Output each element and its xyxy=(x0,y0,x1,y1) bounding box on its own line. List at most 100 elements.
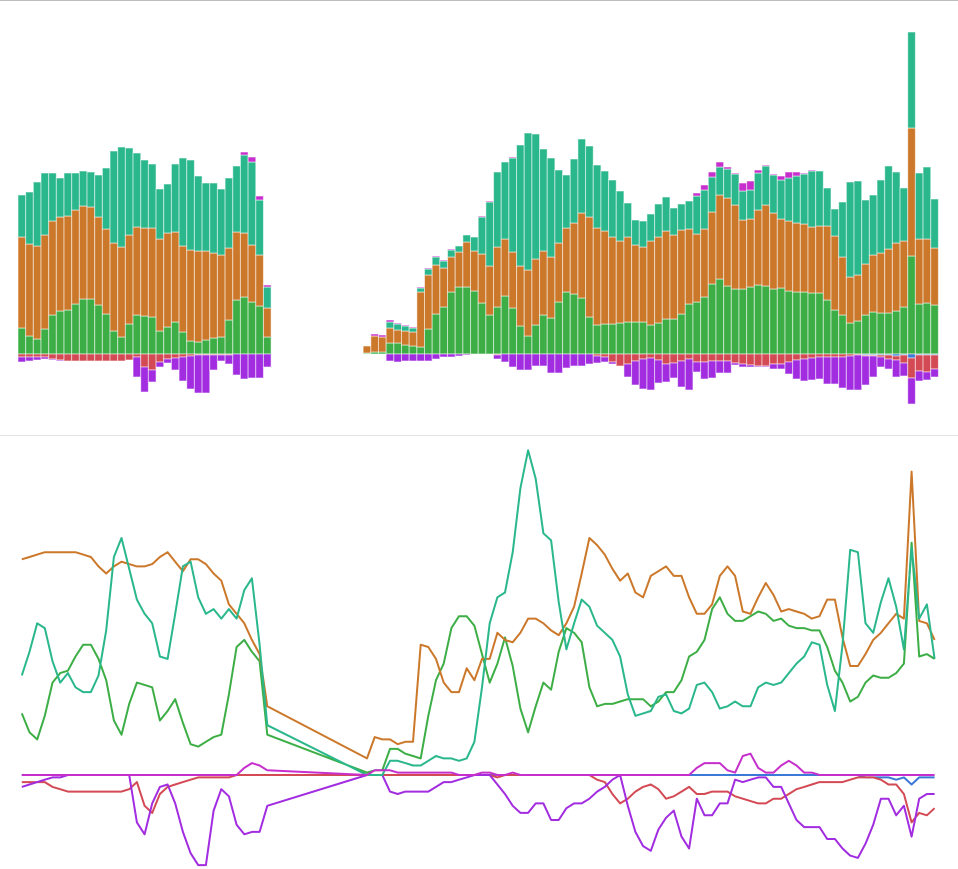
bar-segment xyxy=(109,330,119,355)
bar-segment xyxy=(554,169,564,244)
bar-segment xyxy=(746,180,755,191)
bar-segment xyxy=(853,180,863,276)
bar-segment xyxy=(723,285,732,355)
bar-segment xyxy=(585,145,594,218)
bar-segment xyxy=(462,353,472,356)
bar-segment xyxy=(592,355,602,364)
bar-segment xyxy=(822,356,832,385)
bar-segment xyxy=(94,353,103,362)
bar-segment xyxy=(922,371,932,381)
bar-segment xyxy=(416,353,426,362)
bar-segment xyxy=(730,353,740,364)
bar-segment xyxy=(493,354,502,360)
bar-segment xyxy=(439,353,449,358)
bar-segment xyxy=(117,146,126,248)
bar-segment xyxy=(784,290,794,355)
bar-segment xyxy=(562,353,571,369)
bar-segment xyxy=(669,362,679,379)
bar-segment xyxy=(838,314,847,355)
bar-segment xyxy=(868,311,878,355)
bar-segment xyxy=(40,172,50,236)
bar-segment xyxy=(631,219,640,246)
bar-segment xyxy=(914,238,924,305)
bar-segment xyxy=(247,301,257,355)
bar-segment xyxy=(784,177,794,222)
bar-segment xyxy=(707,176,717,213)
bar-segment xyxy=(569,293,579,355)
bar-segment xyxy=(78,298,88,355)
bar-segment xyxy=(700,296,709,355)
bar-segment xyxy=(170,231,180,323)
bar-segment xyxy=(470,290,479,355)
bar-segment xyxy=(132,226,142,316)
bar-segment xyxy=(692,353,702,363)
series-line xyxy=(21,774,935,867)
bar-segment xyxy=(707,171,717,178)
bar-segment xyxy=(424,267,433,270)
bar-segment xyxy=(201,354,211,394)
bar-segment xyxy=(163,326,172,355)
bar-segment xyxy=(393,323,402,331)
bar-segment xyxy=(239,353,249,380)
bar-segment xyxy=(385,327,395,344)
bar-segment xyxy=(424,353,433,362)
bar-segment xyxy=(48,220,57,316)
series-line xyxy=(21,752,935,776)
bar-segment xyxy=(485,314,495,355)
bar-segment xyxy=(393,342,402,355)
bar-segment xyxy=(853,274,863,322)
bar-segment xyxy=(922,238,932,304)
bar-segment xyxy=(539,250,548,316)
bar-segment xyxy=(216,354,226,362)
bar-segment xyxy=(401,324,410,327)
bar-segment xyxy=(669,353,679,364)
bar-segment xyxy=(884,312,893,355)
bar-segment xyxy=(17,194,27,238)
bar-segment xyxy=(401,353,410,362)
bar-segment xyxy=(63,353,73,362)
bar-segment xyxy=(615,240,625,324)
bar-segment xyxy=(216,188,226,256)
bar-segment xyxy=(738,219,748,290)
bar-segment xyxy=(600,170,610,232)
bar-segment xyxy=(784,220,794,292)
bar-segment xyxy=(684,358,694,391)
bar-segment xyxy=(124,353,134,361)
bar-segment xyxy=(577,297,587,355)
bar-segment xyxy=(807,292,817,355)
bar-segment xyxy=(776,353,786,365)
bar-segment xyxy=(807,170,817,228)
bar-segment xyxy=(155,188,165,240)
bar-segment xyxy=(140,353,149,368)
bar-segment xyxy=(700,189,709,230)
bar-segment xyxy=(922,302,932,355)
bar-segment xyxy=(186,159,195,251)
bar-segment xyxy=(868,194,878,256)
bar-segment xyxy=(454,251,464,288)
bar-segment xyxy=(884,248,893,314)
bar-segment xyxy=(577,138,587,214)
bar-segment xyxy=(470,236,479,252)
bar-segment xyxy=(776,179,786,220)
bar-segment xyxy=(838,256,847,316)
bar-segment xyxy=(700,184,709,191)
bar-segment xyxy=(761,164,771,167)
bar-segment xyxy=(124,234,134,325)
bar-segment xyxy=(638,353,648,360)
bar-segment xyxy=(78,205,88,300)
bar-segment xyxy=(769,288,778,355)
bar-segment xyxy=(216,336,226,355)
bar-segment xyxy=(769,353,778,365)
bar-segment xyxy=(17,327,27,355)
bar-segment xyxy=(554,353,564,374)
bar-segment xyxy=(178,356,188,382)
bar-segment xyxy=(914,303,924,355)
bar-segment xyxy=(677,353,686,362)
bar-segment xyxy=(746,364,755,368)
bar-segment xyxy=(646,324,656,355)
bar-segment xyxy=(761,365,771,368)
bar-segment xyxy=(845,181,855,278)
bar-segment xyxy=(845,276,855,324)
bar-segment xyxy=(385,321,395,329)
bar-segment xyxy=(592,164,602,229)
